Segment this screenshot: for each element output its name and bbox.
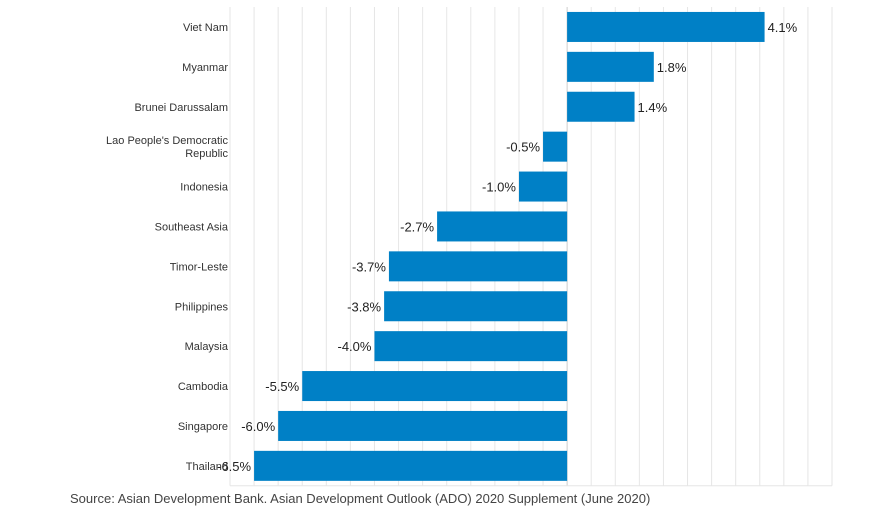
data-label: 4.1% [768, 20, 798, 35]
source-note: Source: Asian Development Bank. Asian De… [70, 491, 651, 506]
bar [374, 331, 568, 362]
bar [567, 91, 635, 122]
bar [518, 171, 568, 202]
category-label: Cambodia [178, 381, 229, 393]
category-label: Singapore [178, 421, 228, 433]
category-label: Philippines [175, 301, 229, 313]
category-label: Lao People's Democratic Republic [106, 135, 228, 160]
labels: 4.1% Viet Nam 1.8% Myanmar 1.4% Brunei Daruss… [106, 20, 798, 474]
data-label: -6.5% [217, 459, 251, 474]
bar [254, 450, 568, 481]
data-label: -1.0% [482, 180, 516, 195]
data-label: -5.5% [265, 379, 299, 394]
bar [543, 131, 568, 162]
bar [437, 211, 568, 242]
grid-lines [229, 7, 833, 487]
data-label: -0.5% [506, 140, 540, 155]
data-label: -2.7% [400, 219, 434, 234]
category-label: Timor-Leste [170, 261, 228, 273]
category-label: Indonesia [180, 182, 229, 194]
category-label: Viet Nam [183, 22, 228, 34]
data-label: -3.8% [347, 299, 381, 314]
bar [278, 410, 568, 441]
bar [567, 11, 765, 42]
bar [388, 251, 568, 282]
bars [254, 11, 765, 481]
data-label: -3.7% [352, 259, 386, 274]
category-label: Myanmar [182, 62, 228, 74]
data-label: 1.8% [657, 60, 687, 75]
bar [384, 291, 568, 322]
bar [567, 51, 654, 82]
data-label: -6.0% [241, 419, 275, 434]
category-label: Brunei Darussalam [134, 102, 228, 114]
data-label: -4.0% [338, 339, 372, 354]
category-label: Southeast Asia [155, 221, 229, 233]
bar [302, 371, 568, 402]
category-label: Thailand [186, 461, 228, 473]
data-label: 1.4% [638, 100, 668, 115]
category-label: Malaysia [185, 341, 229, 353]
